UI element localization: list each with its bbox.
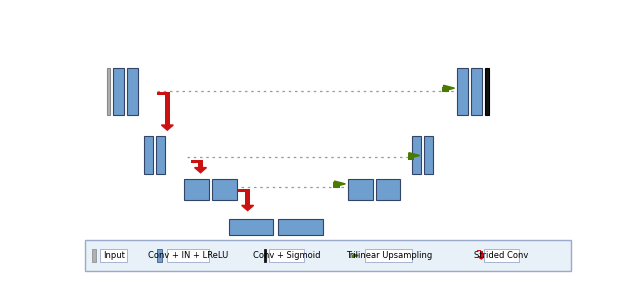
Bar: [237, 189, 248, 192]
Text: Trilinear Upsampling: Trilinear Upsampling: [346, 251, 432, 260]
Polygon shape: [161, 125, 173, 130]
Bar: [145, 136, 154, 174]
FancyBboxPatch shape: [167, 249, 209, 262]
Bar: [408, 156, 414, 160]
Bar: [352, 255, 355, 258]
Bar: [157, 249, 162, 262]
Text: Conv + IN + LReLU: Conv + IN + LReLU: [148, 251, 228, 260]
FancyBboxPatch shape: [269, 249, 304, 262]
Bar: [108, 68, 110, 115]
Bar: [333, 182, 335, 185]
Bar: [348, 179, 372, 200]
FancyBboxPatch shape: [484, 249, 519, 262]
Bar: [278, 219, 323, 235]
Polygon shape: [195, 168, 207, 173]
Text: Strided Conv: Strided Conv: [474, 251, 529, 260]
Bar: [480, 251, 483, 257]
Bar: [484, 68, 489, 115]
Polygon shape: [478, 257, 484, 259]
Text: Conv + Sigmoid: Conv + Sigmoid: [253, 251, 321, 260]
Bar: [408, 154, 409, 157]
Bar: [471, 68, 482, 115]
FancyBboxPatch shape: [85, 240, 571, 271]
Bar: [191, 160, 200, 163]
FancyBboxPatch shape: [365, 249, 412, 262]
Polygon shape: [335, 181, 346, 187]
Bar: [245, 189, 250, 205]
Bar: [184, 179, 209, 200]
Polygon shape: [242, 205, 253, 211]
Bar: [229, 219, 273, 235]
Bar: [157, 92, 167, 95]
Bar: [264, 249, 266, 262]
Bar: [127, 68, 138, 115]
Bar: [113, 68, 124, 115]
Bar: [156, 136, 165, 174]
Polygon shape: [353, 254, 358, 257]
Bar: [376, 179, 401, 200]
Bar: [212, 179, 237, 200]
Bar: [442, 87, 444, 90]
Bar: [352, 255, 356, 256]
Bar: [333, 184, 340, 188]
Bar: [164, 92, 170, 125]
Bar: [477, 250, 481, 251]
Bar: [412, 136, 421, 174]
Bar: [442, 88, 449, 92]
Polygon shape: [409, 153, 420, 158]
Bar: [92, 249, 97, 262]
Text: Input: Input: [103, 251, 125, 260]
Polygon shape: [444, 85, 454, 91]
FancyBboxPatch shape: [100, 249, 127, 262]
Bar: [198, 160, 204, 168]
Bar: [457, 68, 468, 115]
Bar: [424, 136, 433, 174]
